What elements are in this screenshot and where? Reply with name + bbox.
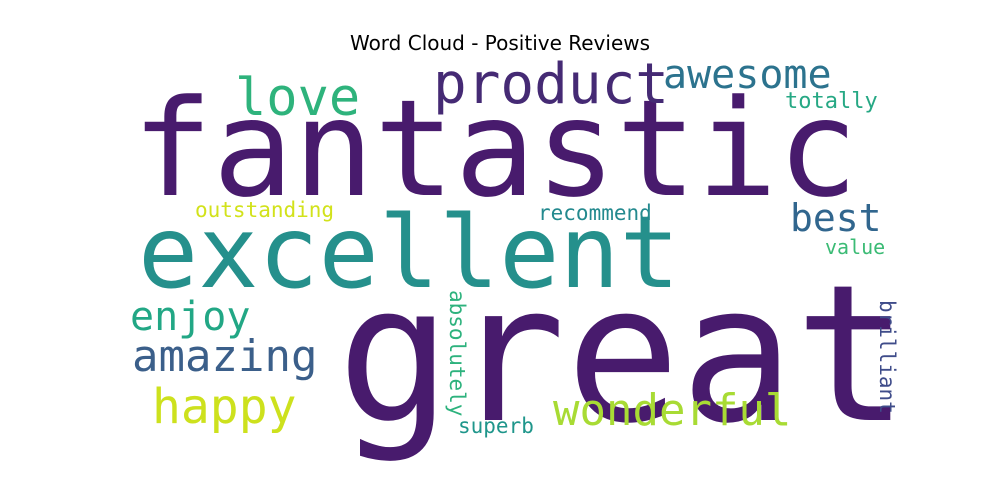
word-totally: totally [785, 89, 878, 114]
word-fantastic: fantastic [132, 71, 858, 227]
word-outstanding: outstanding [195, 198, 334, 222]
chart-title: Word Cloud - Positive Reviews [349, 31, 651, 55]
word-excellent: excellent [138, 194, 680, 311]
word-enjoy: enjoy [130, 294, 250, 340]
word-product: product [433, 52, 669, 117]
word-recommend: recommend [538, 201, 652, 225]
word-brilliant: brilliant [875, 300, 899, 414]
word-great: great [337, 244, 909, 465]
word-superb: superb [458, 414, 534, 438]
word-best: best [790, 196, 882, 240]
word-absolutely: absolutely [445, 290, 469, 416]
word-happy: happy [152, 379, 297, 435]
word-love: love [235, 68, 360, 128]
word-value: value [825, 235, 885, 259]
word-amazing: amazing [132, 331, 317, 382]
word-wonderful: wonderful [553, 385, 791, 436]
word-awesome: awesome [663, 52, 832, 98]
